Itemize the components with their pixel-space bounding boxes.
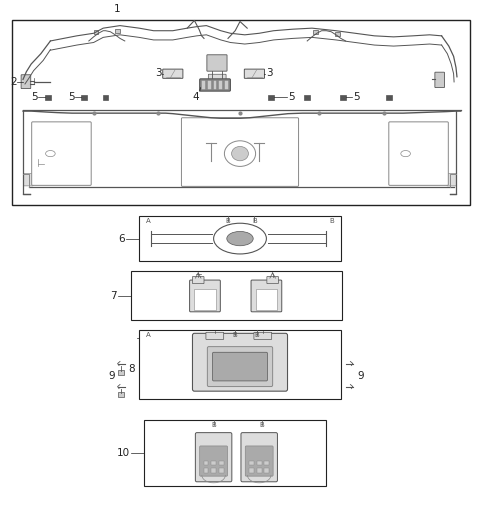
Bar [268,95,274,100]
Bar [103,95,108,100]
Bar [139,330,341,399]
FancyBboxPatch shape [251,280,282,312]
FancyBboxPatch shape [206,332,224,339]
Text: 9: 9 [358,371,364,381]
Bar [118,392,124,397]
Bar [225,81,228,89]
Text: A: A [145,332,150,338]
FancyBboxPatch shape [195,433,232,482]
Bar [139,216,341,261]
Text: 8: 8 [129,364,135,374]
Text: B: B [259,422,264,428]
Bar [249,461,254,465]
Text: B: B [233,332,238,338]
Text: 4: 4 [192,92,199,102]
Text: 10: 10 [117,448,130,458]
FancyBboxPatch shape [213,352,267,381]
Text: 1: 1 [114,4,121,14]
FancyBboxPatch shape [207,55,227,71]
Bar [202,81,205,89]
Text: 7: 7 [110,291,117,301]
Text: 5: 5 [288,92,295,102]
Bar [208,81,211,89]
Bar [219,468,224,473]
Bar [256,289,277,310]
Text: 5: 5 [68,92,74,102]
Text: B: B [252,218,257,224]
FancyBboxPatch shape [435,72,444,88]
Text: 6: 6 [118,233,125,244]
Bar [257,461,262,465]
Bar [214,81,216,89]
FancyBboxPatch shape [192,276,204,284]
FancyBboxPatch shape [245,446,273,476]
Bar [340,95,346,100]
Ellipse shape [231,146,249,161]
Text: A: A [145,218,150,224]
FancyBboxPatch shape [181,118,299,186]
Bar [313,30,318,34]
FancyBboxPatch shape [241,433,277,482]
FancyBboxPatch shape [244,69,264,78]
FancyBboxPatch shape [208,74,226,82]
FancyBboxPatch shape [163,69,183,78]
Bar [304,95,310,100]
Text: 3: 3 [156,68,162,78]
FancyBboxPatch shape [200,79,230,91]
FancyBboxPatch shape [447,174,456,186]
Bar [94,30,98,34]
FancyBboxPatch shape [254,332,272,339]
Text: 2: 2 [10,77,17,87]
FancyBboxPatch shape [192,333,288,391]
Bar [81,95,87,100]
Text: B: B [226,218,230,224]
Bar [115,29,120,33]
Text: B: B [211,422,216,428]
Bar [211,468,216,473]
FancyBboxPatch shape [207,347,273,387]
FancyBboxPatch shape [200,446,228,476]
Bar [219,81,222,89]
Ellipse shape [227,231,253,246]
Text: 3: 3 [266,68,273,78]
FancyBboxPatch shape [24,174,33,186]
Bar [211,461,216,465]
Bar [204,468,208,473]
Bar [219,461,224,465]
Bar [264,461,269,465]
Bar [118,370,124,375]
Text: 5: 5 [31,92,37,102]
Bar [45,95,51,100]
Bar [257,468,262,473]
Text: B: B [254,332,259,338]
Text: B: B [330,218,335,224]
FancyBboxPatch shape [32,122,91,185]
FancyBboxPatch shape [389,122,448,185]
Bar [204,461,208,465]
Text: 5: 5 [353,92,360,102]
Bar [335,32,340,36]
Bar [194,289,216,310]
Bar [386,95,392,100]
FancyBboxPatch shape [267,276,278,284]
Bar [249,468,254,473]
Bar [264,468,269,473]
Bar [131,271,342,320]
FancyBboxPatch shape [190,280,220,312]
Bar [144,420,326,486]
Bar [12,20,470,205]
Text: 9: 9 [108,371,115,381]
FancyBboxPatch shape [21,75,31,89]
